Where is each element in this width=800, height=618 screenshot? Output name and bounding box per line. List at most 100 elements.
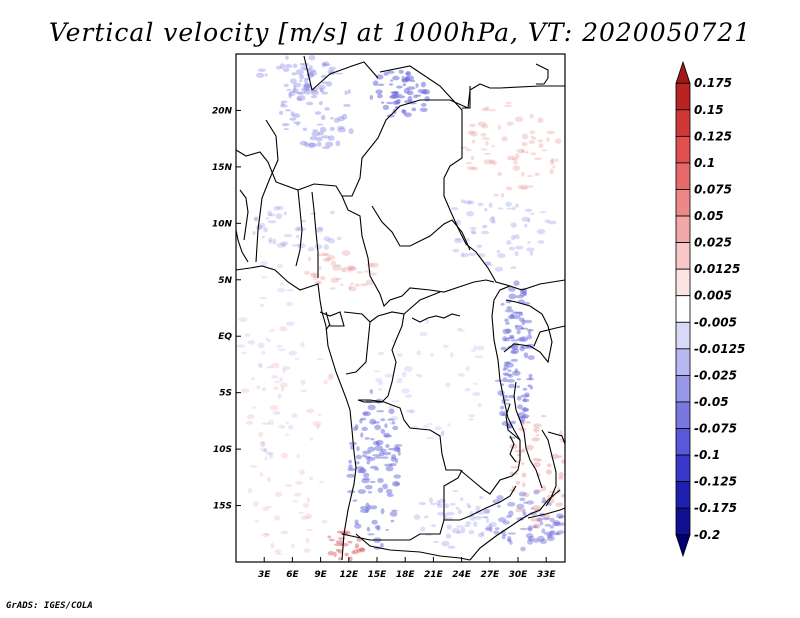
velocity-patch	[285, 301, 293, 307]
velocity-patch	[275, 213, 283, 220]
velocity-patch	[531, 526, 537, 529]
velocity-patch	[425, 319, 429, 324]
velocity-patch	[524, 208, 533, 212]
velocity-patch	[488, 109, 497, 112]
velocity-patch	[505, 322, 510, 325]
zimbabwe-border	[469, 489, 561, 561]
velocity-patch	[262, 449, 268, 452]
colorbar-segment	[675, 135, 691, 164]
x-tick-label: 3E	[258, 570, 271, 580]
velocity-patch	[267, 338, 271, 343]
colorbar-label: -0.005	[694, 315, 737, 329]
velocity-patch	[340, 267, 345, 273]
velocity-patch	[500, 405, 505, 410]
velocity-patch	[352, 499, 358, 502]
velocity-patch	[481, 137, 491, 140]
velocity-patch	[515, 203, 519, 208]
velocity-patch	[309, 437, 314, 441]
velocity-patch	[323, 379, 328, 385]
velocity-patch	[450, 502, 456, 506]
lake-tanganyika	[513, 381, 543, 489]
velocity-patch	[441, 429, 445, 436]
velocity-patch	[370, 262, 379, 268]
velocity-patch	[456, 219, 462, 226]
velocity-patch	[555, 158, 559, 162]
velocity-patch	[477, 121, 487, 127]
x-tick-label: 33E	[537, 570, 557, 580]
velocity-patch	[385, 444, 390, 448]
velocity-patch	[299, 79, 303, 83]
velocity-patch	[499, 410, 507, 417]
velocity-patch	[236, 344, 245, 348]
velocity-patch	[259, 472, 264, 477]
velocity-patch	[305, 513, 312, 519]
velocity-patch	[372, 80, 379, 86]
velocity-patch	[380, 418, 386, 422]
velocity-patch	[388, 421, 394, 425]
velocity-patch	[356, 271, 363, 274]
velocity-patch	[513, 160, 518, 165]
velocity-patch	[500, 193, 505, 198]
velocity-patch	[291, 244, 301, 247]
velocity-patch	[521, 133, 529, 140]
velocity-patch	[488, 521, 497, 528]
velocity-patch	[321, 135, 330, 139]
velocity-patch	[470, 228, 476, 235]
velocity-patch	[539, 538, 548, 544]
velocity-patch	[327, 535, 332, 539]
velocity-patch	[304, 88, 311, 95]
velocity-patch	[298, 511, 304, 514]
velocity-patch	[535, 434, 540, 437]
velocity-patch	[296, 97, 303, 101]
velocity-patch	[327, 237, 336, 244]
velocity-patch	[435, 500, 441, 506]
drc-border	[358, 285, 521, 495]
velocity-patch	[377, 351, 385, 356]
velocity-patch	[485, 525, 492, 532]
velocity-patch	[525, 378, 535, 381]
velocity-patch	[348, 459, 353, 464]
velocity-patch	[474, 355, 484, 359]
velocity-patch	[374, 456, 383, 459]
velocity-patch	[390, 79, 394, 82]
x-tick-label: 24E	[452, 570, 472, 580]
velocity-patch	[549, 168, 554, 175]
y-tick-label: 10N	[212, 219, 233, 229]
velocity-patch	[531, 437, 541, 442]
velocity-patch	[516, 395, 522, 401]
velocity-patch	[415, 94, 422, 97]
velocity-patch	[365, 279, 374, 286]
velocity-patch	[539, 211, 547, 214]
velocity-patch	[397, 450, 401, 456]
velocity-patch	[505, 101, 512, 105]
velocity-patch	[275, 491, 283, 497]
colorbar-label: -0.0125	[694, 342, 745, 356]
velocity-patch	[498, 517, 507, 523]
velocity-patch	[308, 65, 313, 70]
velocity-patch	[447, 423, 451, 427]
velocity-patch	[529, 511, 538, 516]
velocity-patch	[514, 251, 519, 257]
velocity-patch	[527, 174, 534, 178]
velocity-patch	[430, 502, 437, 506]
velocity-patch	[291, 543, 295, 549]
velocity-patch	[308, 69, 316, 73]
velocity-patch	[349, 265, 356, 272]
velocity-patch	[322, 146, 330, 150]
velocity-patch	[327, 551, 335, 556]
velocity-patch	[314, 244, 323, 250]
velocity-patch	[319, 87, 324, 92]
velocity-patch	[524, 150, 529, 154]
velocity-patch	[524, 223, 528, 228]
velocity-patch	[505, 402, 511, 405]
velocity-patch	[334, 264, 342, 267]
velocity-patch	[367, 533, 375, 536]
velocity-patch	[546, 130, 556, 135]
velocity-patch	[258, 364, 263, 369]
velocity-patch	[405, 71, 412, 76]
velocity-patch	[468, 252, 477, 256]
velocity-patch	[245, 421, 254, 425]
velocity-patch	[317, 131, 324, 136]
velocity-patch	[516, 330, 521, 335]
velocity-patch	[488, 523, 493, 530]
